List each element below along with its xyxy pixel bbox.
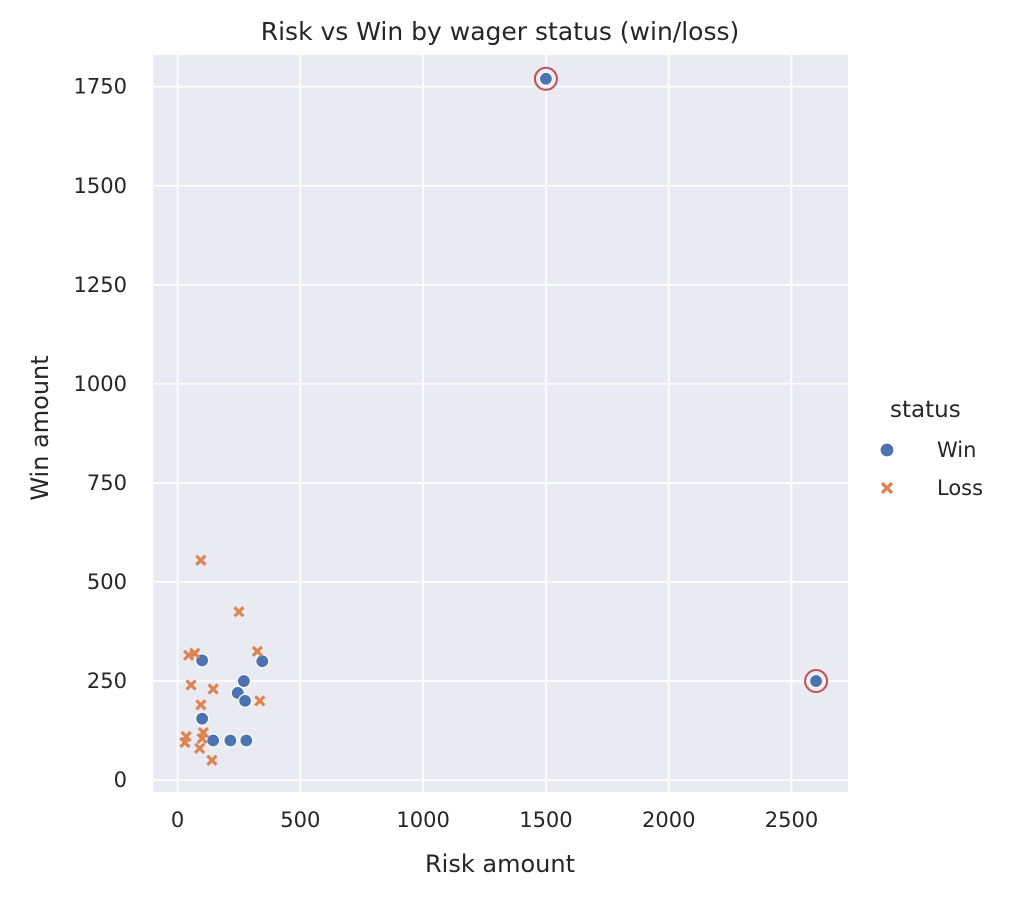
y-axis-label: Win amount bbox=[26, 355, 54, 500]
loss-point bbox=[197, 726, 209, 739]
loss-point bbox=[189, 647, 201, 659]
loss-point bbox=[254, 695, 266, 707]
legend-win-marker bbox=[879, 442, 895, 458]
highlight-ring bbox=[804, 669, 829, 694]
x-tick-label: 2500 bbox=[765, 808, 818, 832]
loss-point bbox=[194, 742, 206, 755]
y-tick-label: 1250 bbox=[74, 273, 127, 297]
loss-point bbox=[180, 730, 192, 743]
win-point bbox=[808, 673, 824, 689]
data-points bbox=[179, 66, 829, 766]
loss-point bbox=[185, 679, 197, 691]
loss-point bbox=[233, 606, 245, 618]
highlight-ring bbox=[533, 66, 558, 91]
x-axis-label: Risk amount bbox=[425, 850, 575, 878]
legend-win-label: Win bbox=[937, 438, 976, 462]
tick-labels: 0 500 1000 1500 2000 2500 0 250 500 750 1000 1250 15… bbox=[74, 75, 819, 832]
y-tick-label: 0 bbox=[114, 768, 127, 792]
legend: status Win Loss bbox=[879, 397, 983, 500]
loss-point bbox=[207, 683, 219, 695]
loss-point bbox=[195, 699, 207, 711]
x-tick-label: 500 bbox=[280, 808, 320, 832]
loss-point bbox=[195, 554, 207, 566]
y-tick-label: 1750 bbox=[74, 75, 127, 99]
y-tick-label: 250 bbox=[87, 669, 127, 693]
legend-loss-label: Loss bbox=[937, 476, 983, 500]
win-point bbox=[195, 711, 210, 726]
y-tick-label: 500 bbox=[87, 570, 127, 594]
win-point bbox=[237, 693, 253, 708]
y-tick-label: 750 bbox=[87, 471, 127, 495]
plot-area bbox=[153, 55, 848, 792]
win-point bbox=[223, 733, 238, 748]
win-point bbox=[236, 673, 251, 689]
y-tick-label: 1500 bbox=[74, 174, 127, 198]
grid-lines bbox=[153, 55, 848, 792]
legend-title: status bbox=[890, 397, 961, 423]
win-point bbox=[239, 733, 254, 748]
win-point bbox=[538, 71, 554, 86]
win-point bbox=[206, 733, 221, 748]
legend-loss-marker bbox=[880, 481, 894, 495]
x-tick-label: 0 bbox=[171, 808, 184, 832]
x-tick-label: 2000 bbox=[642, 808, 695, 832]
loss-point bbox=[251, 645, 264, 657]
win-point bbox=[255, 654, 270, 669]
x-tick-label: 1000 bbox=[396, 808, 449, 832]
loss-point bbox=[206, 754, 218, 766]
x-tick-label: 1500 bbox=[519, 808, 572, 832]
y-tick-label: 1000 bbox=[74, 372, 127, 396]
chart-title: Risk vs Win by wager status (win/loss) bbox=[261, 17, 740, 46]
